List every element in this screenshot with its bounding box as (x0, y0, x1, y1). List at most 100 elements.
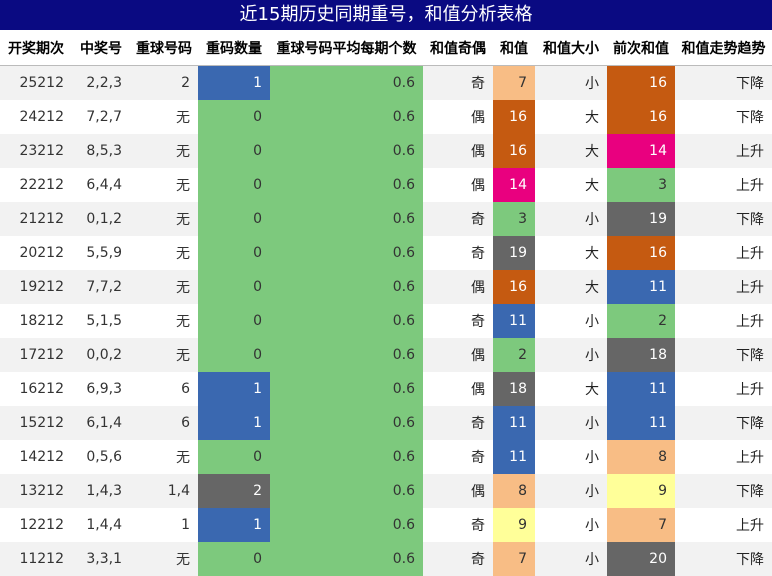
cell-bs: 小 (535, 508, 607, 542)
cell-sum: 3 (493, 202, 535, 236)
cell-avg: 0.6 (270, 100, 423, 134)
cell-repeat: 6 (130, 406, 198, 440)
cell-oe: 奇 (423, 202, 493, 236)
cell-oe: 偶 (423, 168, 493, 202)
cell-prev: 11 (607, 406, 675, 440)
cell-count: 1 (198, 372, 270, 406)
cell-period: 18212 (0, 304, 72, 338)
cell-count: 0 (198, 134, 270, 168)
cell-avg: 0.6 (270, 304, 423, 338)
table-row: 12212 1,4,4 1 1 0.6 奇 9 小 7 上升 (0, 508, 772, 542)
cell-sum: 14 (493, 168, 535, 202)
cell-numbers: 6,1,4 (72, 406, 130, 440)
cell-sum: 19 (493, 236, 535, 270)
cell-repeat: 无 (130, 168, 198, 202)
cell-period: 12212 (0, 508, 72, 542)
cell-trend: 上升 (675, 236, 772, 270)
cell-numbers: 6,4,4 (72, 168, 130, 202)
cell-count: 0 (198, 542, 270, 576)
cell-repeat: 无 (130, 338, 198, 372)
cell-repeat: 无 (130, 270, 198, 304)
cell-sum: 2 (493, 338, 535, 372)
cell-trend: 上升 (675, 440, 772, 474)
cell-bs: 小 (535, 338, 607, 372)
cell-sum: 7 (493, 65, 535, 100)
cell-sum: 18 (493, 372, 535, 406)
cell-count: 1 (198, 406, 270, 440)
cell-count: 0 (198, 168, 270, 202)
cell-repeat: 2 (130, 65, 198, 100)
header-col-repeat: 重球号码 (130, 30, 198, 66)
cell-trend: 下降 (675, 474, 772, 508)
cell-oe: 奇 (423, 304, 493, 338)
cell-numbers: 8,5,3 (72, 134, 130, 168)
cell-count: 1 (198, 508, 270, 542)
cell-bs: 大 (535, 372, 607, 406)
cell-bs: 大 (535, 134, 607, 168)
cell-sum: 16 (493, 134, 535, 168)
table-row: 15212 6,1,4 6 1 0.6 奇 11 小 11 下降 (0, 406, 772, 440)
cell-prev: 16 (607, 65, 675, 100)
cell-prev: 14 (607, 134, 675, 168)
table-row: 18212 5,1,5 无 0 0.6 奇 11 小 2 上升 (0, 304, 772, 338)
cell-sum: 11 (493, 440, 535, 474)
table-row: 19212 7,7,2 无 0 0.6 偶 16 大 11 上升 (0, 270, 772, 304)
cell-sum: 8 (493, 474, 535, 508)
cell-bs: 大 (535, 100, 607, 134)
cell-count: 0 (198, 100, 270, 134)
cell-oe: 奇 (423, 542, 493, 576)
cell-avg: 0.6 (270, 270, 423, 304)
cell-count: 2 (198, 474, 270, 508)
cell-trend: 下降 (675, 338, 772, 372)
cell-trend: 上升 (675, 270, 772, 304)
cell-numbers: 0,0,2 (72, 338, 130, 372)
cell-numbers: 1,4,3 (72, 474, 130, 508)
cell-prev: 11 (607, 372, 675, 406)
cell-prev: 7 (607, 508, 675, 542)
cell-avg: 0.6 (270, 440, 423, 474)
cell-period: 22212 (0, 168, 72, 202)
cell-avg: 0.6 (270, 508, 423, 542)
cell-bs: 小 (535, 406, 607, 440)
cell-period: 16212 (0, 372, 72, 406)
cell-avg: 0.6 (270, 65, 423, 100)
cell-oe: 偶 (423, 338, 493, 372)
table-row: 14212 0,5,6 无 0 0.6 奇 11 小 8 上升 (0, 440, 772, 474)
cell-avg: 0.6 (270, 202, 423, 236)
cell-trend: 上升 (675, 304, 772, 338)
cell-period: 23212 (0, 134, 72, 168)
cell-period: 21212 (0, 202, 72, 236)
cell-oe: 奇 (423, 406, 493, 440)
table-row: 22212 6,4,4 无 0 0.6 偶 14 大 3 上升 (0, 168, 772, 202)
cell-trend: 上升 (675, 372, 772, 406)
header-col-oe: 和值奇偶 (423, 30, 493, 66)
table-row: 25212 2,2,3 2 1 0.6 奇 7 小 16 下降 (0, 65, 772, 100)
cell-count: 0 (198, 338, 270, 372)
cell-prev: 8 (607, 440, 675, 474)
cell-prev: 16 (607, 100, 675, 134)
header-col-sum: 和值 (493, 30, 535, 66)
cell-oe: 奇 (423, 65, 493, 100)
cell-prev: 3 (607, 168, 675, 202)
cell-period: 11212 (0, 542, 72, 576)
cell-trend: 下降 (675, 100, 772, 134)
cell-count: 0 (198, 440, 270, 474)
cell-avg: 0.6 (270, 168, 423, 202)
cell-sum: 7 (493, 542, 535, 576)
table-row: 21212 0,1,2 无 0 0.6 奇 3 小 19 下降 (0, 202, 772, 236)
cell-repeat: 1 (130, 508, 198, 542)
cell-prev: 18 (607, 338, 675, 372)
cell-period: 13212 (0, 474, 72, 508)
cell-repeat: 1,4 (130, 474, 198, 508)
cell-avg: 0.6 (270, 236, 423, 270)
header-col-prev: 前次和值 (607, 30, 675, 66)
cell-repeat: 无 (130, 100, 198, 134)
cell-repeat: 无 (130, 236, 198, 270)
cell-trend: 下降 (675, 406, 772, 440)
cell-numbers: 1,4,4 (72, 508, 130, 542)
cell-trend: 上升 (675, 508, 772, 542)
cell-numbers: 7,7,2 (72, 270, 130, 304)
cell-numbers: 2,2,3 (72, 65, 130, 100)
cell-oe: 奇 (423, 440, 493, 474)
